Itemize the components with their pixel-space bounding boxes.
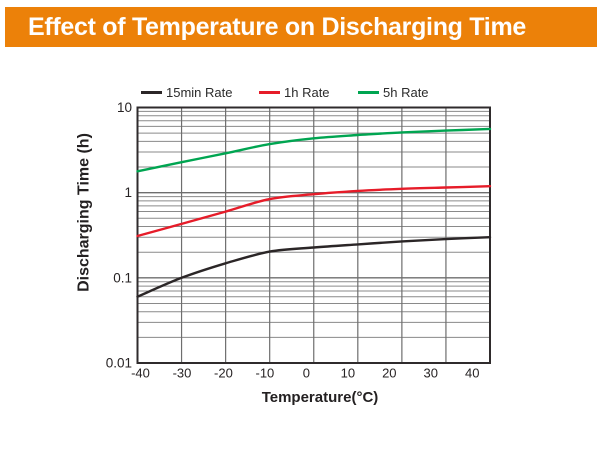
x-tick-label: 20 <box>382 366 396 381</box>
legend-label-1h-rate: 1h Rate <box>284 84 330 100</box>
y-tick-labels: 10 1 0.1 0.01 <box>106 100 132 371</box>
x-tick-label: -20 <box>214 366 233 381</box>
legend-swatch-5h-rate <box>358 90 379 94</box>
legend-item-15min-rate: 15min Rate <box>141 84 233 100</box>
y-axis-title: Discharging Time (h) <box>75 133 93 292</box>
x-tick-label: -40 <box>131 366 150 381</box>
page-title: Effect of Temperature on Discharging Tim… <box>28 13 526 41</box>
x-tick-label: 40 <box>465 366 479 381</box>
y-tick-label: 0.1 <box>113 270 132 285</box>
header-bar: Effect of Temperature on Discharging Tim… <box>5 7 597 47</box>
series-line-5h-rate <box>136 127 492 173</box>
plot-grid <box>137 107 490 363</box>
x-tick-label: -10 <box>256 366 275 381</box>
y-tick-label: 1 <box>124 185 132 200</box>
x-tick-label: 30 <box>424 366 438 381</box>
legend-swatch-1h-rate <box>259 90 280 94</box>
series-line-15min-rate <box>136 236 492 298</box>
legend-label-5h-rate: 5h Rate <box>383 84 429 100</box>
x-tick-label: 0 <box>303 366 310 381</box>
x-tick-label: 10 <box>341 366 355 381</box>
x-tick-label: -30 <box>173 366 192 381</box>
legend-item-1h-rate: 1h Rate <box>259 84 330 100</box>
x-axis-title: Temperature(°C) <box>261 389 379 406</box>
legend-label-15min-rate: 15min Rate <box>166 84 233 100</box>
y-tick-label: 0.01 <box>106 356 132 371</box>
y-tick-label: 10 <box>117 100 132 115</box>
series-line-1h-rate <box>136 185 492 238</box>
legend-swatch-15min-rate <box>141 90 162 94</box>
legend-item-5h-rate: 5h Rate <box>358 84 429 100</box>
x-tick-labels: -40 -30 -20 -10 0 10 20 30 40 <box>131 366 479 381</box>
